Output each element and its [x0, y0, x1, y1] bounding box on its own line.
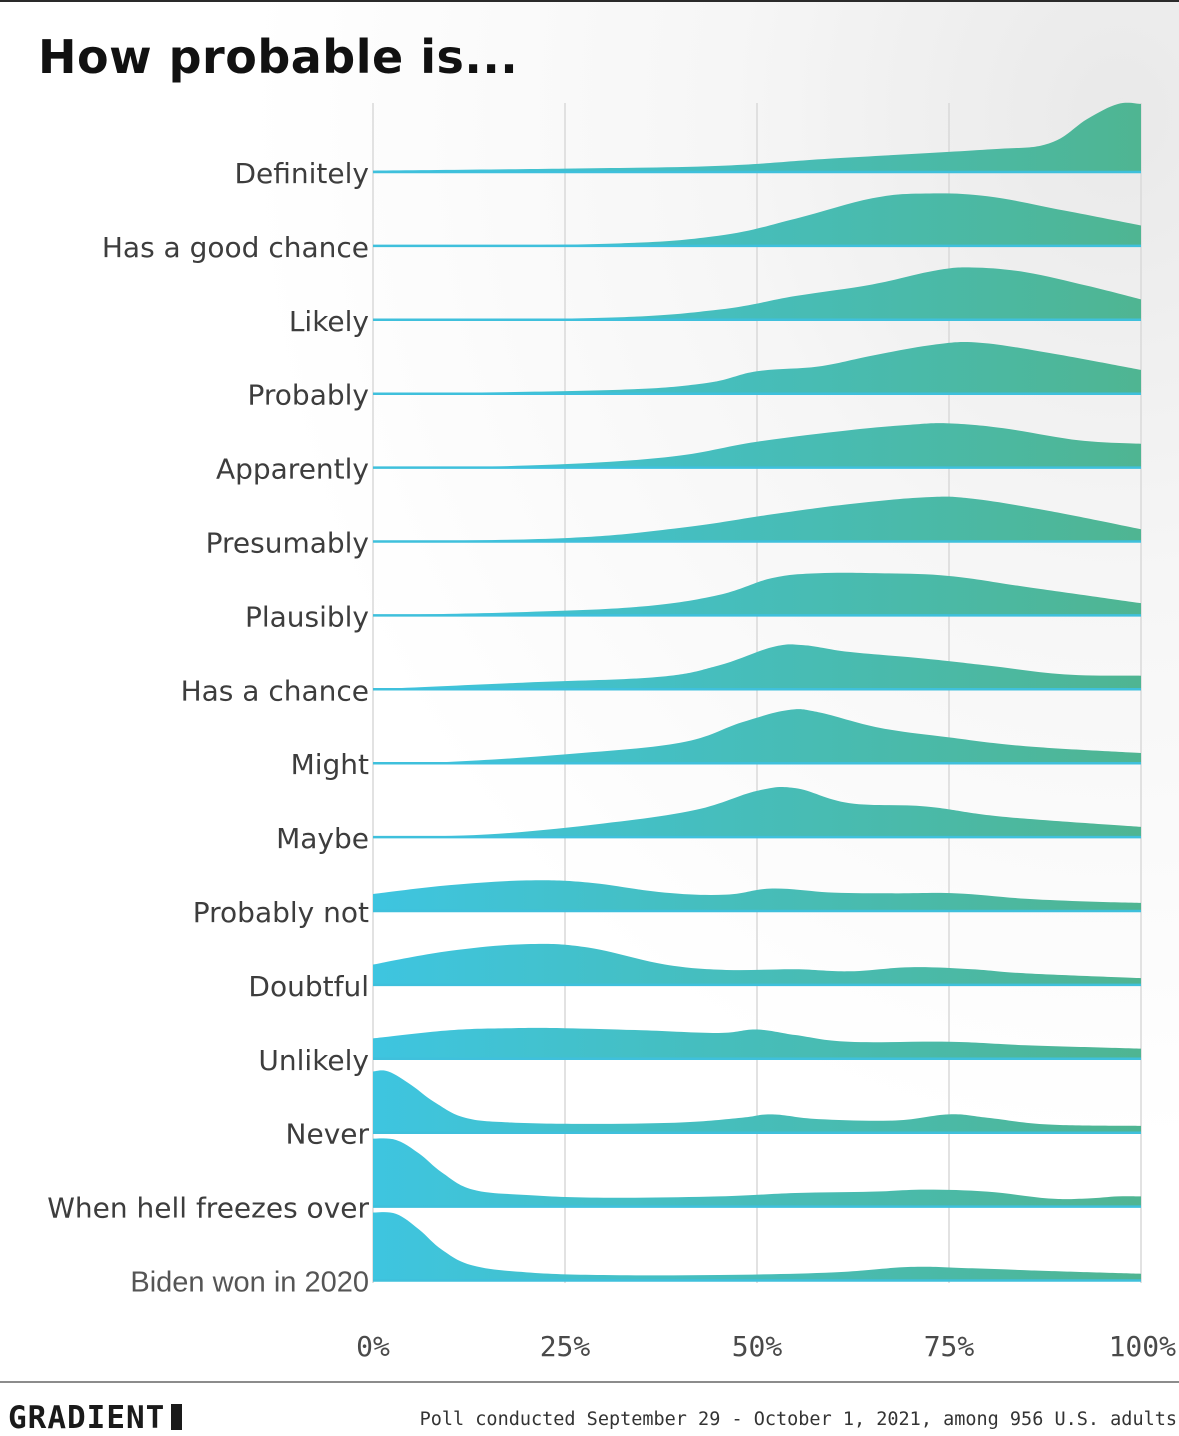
ridge-likely	[373, 267, 1141, 320]
chart-title: How probable is...	[38, 30, 519, 84]
ridge-probably-not	[373, 880, 1141, 911]
label-never: Never	[286, 1118, 370, 1151]
ridge-probably	[373, 342, 1141, 394]
label-maybe: Maybe	[276, 822, 369, 855]
top-border	[0, 0, 1179, 2]
ridge-might	[373, 709, 1141, 764]
ridge-when-hell-freezes-over	[373, 1138, 1141, 1207]
x-tick-label-4: 100%	[1109, 1330, 1177, 1363]
x-tick-label-3: 75%	[924, 1330, 975, 1363]
x-axis-ticks: 0% 25% 50% 75% 100%	[356, 1330, 1176, 1363]
label-doubtful: Doubtful	[248, 970, 369, 1003]
footer-divider	[0, 1381, 1179, 1383]
label-likely: Likely	[289, 305, 369, 338]
ridge-never	[373, 1070, 1141, 1133]
ridgeline-chart: Definitely Has a good chance Likely Probabl…	[47, 102, 1176, 1363]
label-unlikely: Unlikely	[258, 1044, 369, 1077]
label-definitely: Definitely	[234, 157, 369, 190]
ridge-presumably	[373, 496, 1141, 542]
ridge-doubtful	[373, 943, 1141, 985]
gridlines	[372, 103, 1142, 1283]
ridge-definitely	[373, 102, 1141, 172]
ridges	[373, 102, 1141, 1282]
source-note: Poll conducted September 29 - October 1,…	[419, 1409, 1177, 1430]
ridge-apparently	[373, 423, 1141, 468]
x-tick-label-1: 25%	[540, 1330, 591, 1363]
ridge-plausibly	[373, 572, 1141, 616]
ridge-biden-won-in-2020	[373, 1212, 1141, 1281]
label-probably: Probably	[248, 379, 369, 412]
label-probably-not: Probably not	[193, 896, 369, 929]
brand-block-icon	[171, 1404, 183, 1430]
x-tick-label-2: 50%	[732, 1330, 783, 1363]
ridge-has-a-good-chance	[373, 193, 1141, 246]
ridge-unlikely	[373, 1027, 1141, 1059]
brand-name: GRADIENT	[8, 1400, 166, 1436]
label-when-hell-freezes-over: When hell freezes over	[47, 1192, 369, 1225]
label-might: Might	[291, 748, 369, 781]
x-tick-label-0: 0%	[356, 1330, 390, 1363]
ridge-maybe	[373, 786, 1141, 838]
label-apparently: Apparently	[216, 453, 369, 486]
label-has-a-good-chance: Has a good chance	[102, 231, 369, 264]
label-plausibly: Plausibly	[245, 600, 369, 633]
brand-logo: GRADIENT	[8, 1400, 183, 1436]
label-biden-won-in-2020: Biden won in 2020	[130, 1267, 369, 1299]
category-labels: Definitely Has a good chance Likely Probabl…	[47, 157, 369, 1299]
label-has-a-chance: Has a chance	[181, 674, 369, 707]
label-presumably: Presumably	[206, 527, 369, 560]
ridge-has-a-chance	[373, 644, 1141, 690]
